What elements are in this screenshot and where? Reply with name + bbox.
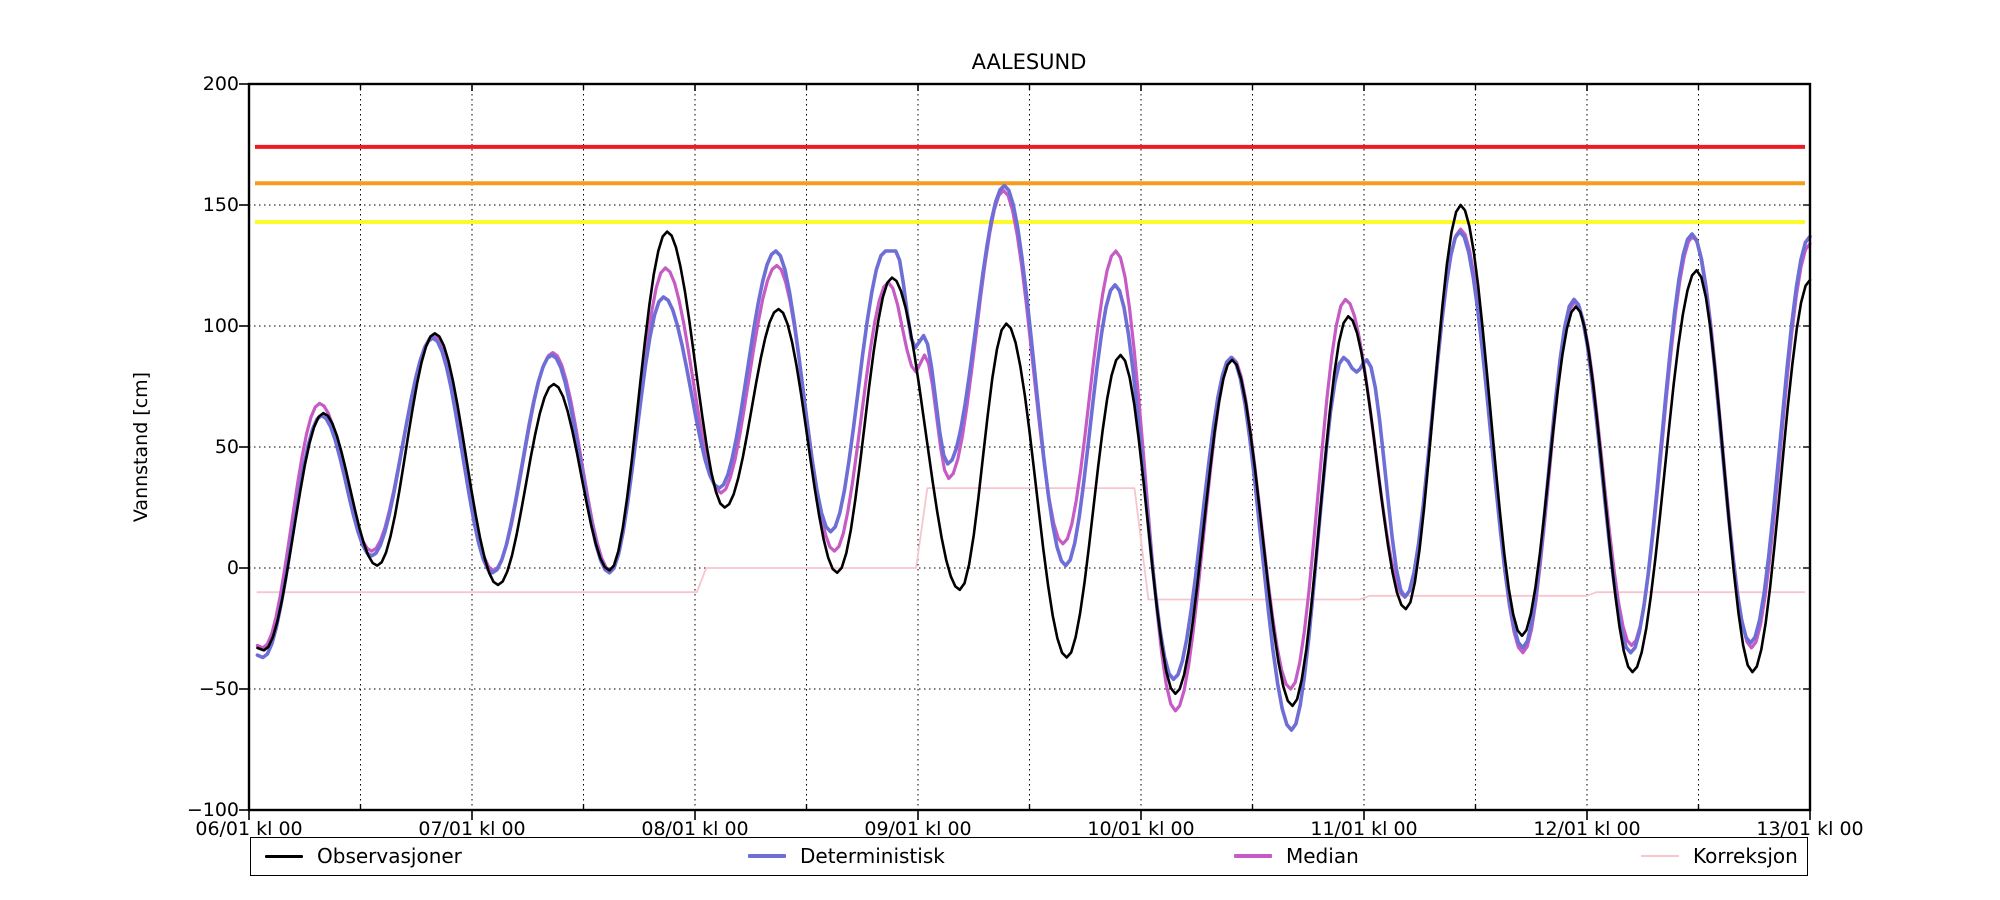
x-tick-label: 12/01 kl 00 xyxy=(1533,818,1641,840)
median-line-swatch xyxy=(1234,854,1272,858)
y-tick-label: 150 xyxy=(202,194,239,216)
legend-label: Deterministisk xyxy=(800,844,945,868)
x-tick-label: 11/01 kl 00 xyxy=(1310,818,1418,840)
y-axis-label: Vannstand [cm] xyxy=(130,371,152,523)
deterministisk-line-swatch xyxy=(748,854,786,858)
legend-label: Korreksjon xyxy=(1693,844,1798,868)
chart-title: AALESUND xyxy=(971,50,1087,74)
legend-item-median: Median xyxy=(1234,838,1359,874)
observasjoner-line-swatch xyxy=(265,854,303,858)
y-tick-label: 200 xyxy=(202,73,239,95)
y-tick-label: 50 xyxy=(214,436,239,458)
plot-border xyxy=(247,82,1812,812)
y-tick-label: 0 xyxy=(226,557,239,579)
x-tick-label: 08/01 kl 00 xyxy=(641,818,749,840)
legend-item-observasjoner: Observasjoner xyxy=(265,838,462,874)
x-tick-label: 07/01 kl 00 xyxy=(418,818,526,840)
y-tick-label: −50 xyxy=(198,678,239,700)
series-median xyxy=(255,188,1812,713)
x-tick-label: 09/01 kl 00 xyxy=(864,818,972,840)
x-tick-label: 06/01 kl 00 xyxy=(195,818,303,840)
korreksjon-line-swatch xyxy=(1641,855,1679,857)
y-tick-label: 100 xyxy=(202,315,239,337)
legend: Observasjoner Deterministisk Median Korr… xyxy=(250,837,1808,876)
legend-label: Observasjoner xyxy=(317,844,462,868)
y-tick-label: −100 xyxy=(186,799,239,821)
series-korreksjon xyxy=(256,487,1806,601)
legend-item-korreksjon: Korreksjon xyxy=(1641,838,1798,874)
legend-label: Median xyxy=(1286,844,1359,868)
legend-item-deterministisk: Deterministisk xyxy=(748,838,945,874)
x-tick-label: 10/01 kl 00 xyxy=(1087,818,1195,840)
x-tick-label: 13/01 kl 00 xyxy=(1756,818,1864,840)
series-observasjoner xyxy=(256,203,1812,708)
